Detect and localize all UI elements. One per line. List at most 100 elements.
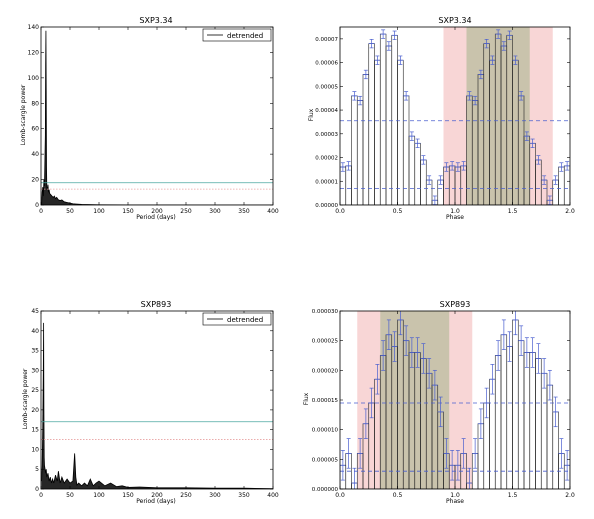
series-line-detrended xyxy=(41,30,273,205)
x-tick-label: 0.0 xyxy=(335,492,345,499)
x-tick-label: 250 xyxy=(180,492,192,499)
x-tick-label: 1.0 xyxy=(450,208,460,215)
plot-frame xyxy=(339,26,571,206)
panel-periodogram-1: SXP3.34 0 50 100 150 200 250 300 350 400 0 20 40 60 8… xyxy=(20,16,279,221)
x-axis-label: Phase xyxy=(446,214,464,221)
legend-box xyxy=(202,28,272,42)
y-tick-label: 0.00007 xyxy=(315,37,338,43)
y-tick-label: 0.000005 xyxy=(312,457,339,463)
x-tick-label: 100 xyxy=(93,208,105,215)
plot-frame xyxy=(40,26,274,206)
plot-frame xyxy=(40,310,274,490)
y-tick-label: 20 xyxy=(31,177,39,184)
y-tick-label: 15 xyxy=(31,427,39,434)
x-tick-label: 1.0 xyxy=(450,492,460,499)
y-tick-label: 0.000020 xyxy=(312,368,339,374)
y-tick-label: 120 xyxy=(28,49,40,56)
y-tick-label: 0.00006 xyxy=(315,61,338,67)
x-tick-label: 2.0 xyxy=(565,492,575,499)
plot-area xyxy=(41,311,273,489)
x-tick-label: 400 xyxy=(267,208,279,215)
y-tick-label: 0.00002 xyxy=(315,156,338,162)
y-tick-label: 10 xyxy=(31,446,39,453)
chart-title: SXP3.34 xyxy=(139,16,172,25)
chart-title: SXP893 xyxy=(440,300,471,309)
x-tick-label: 2.0 xyxy=(565,208,575,215)
y-tick-label: 0.000000 xyxy=(312,487,339,493)
x-tick-label: 200 xyxy=(151,492,163,499)
y-tick-label: 0.000015 xyxy=(312,398,339,404)
y-tick-label: 25 xyxy=(31,387,39,394)
y-tick-label: 0.00004 xyxy=(315,108,338,114)
x-tick-label: 150 xyxy=(122,208,134,215)
x-tick-label: 0.5 xyxy=(393,208,403,215)
chart-title: SXP3.34 xyxy=(438,16,471,25)
y-tick-label: 30 xyxy=(31,367,39,374)
x-tick-label: 150 xyxy=(122,492,134,499)
plot-background xyxy=(41,311,273,489)
y-tick-label: 0 xyxy=(35,486,39,493)
x-tick-label: 0 xyxy=(39,492,43,499)
plot-frame xyxy=(339,310,571,490)
y-tick-label: 40 xyxy=(31,151,39,158)
x-tick-label: 50 xyxy=(66,208,74,215)
y-tick-label: 100 xyxy=(28,75,40,82)
legend: detrended xyxy=(202,312,272,326)
y-tick-label: 45 xyxy=(31,308,39,315)
y-tick-label: 0.000030 xyxy=(312,309,339,315)
y-axis-label: Flux xyxy=(303,392,310,405)
axes-group: 0 50 100 150 200 250 300 350 400 0 20 40 60 80 100 120 1… xyxy=(28,24,279,215)
y-tick-label: 0.000010 xyxy=(312,428,339,434)
legend-label: detrended xyxy=(227,32,263,40)
x-axis-label: Phase xyxy=(446,498,464,505)
x-tick-label: 200 xyxy=(151,208,163,215)
y-tick-label: 140 xyxy=(28,24,40,31)
x-tick-label: 1.5 xyxy=(508,492,518,499)
x-tick-label: 300 xyxy=(209,208,221,215)
axes-group: 0.0 0.5 1.0 1.5 2.0 0.000000 0.000005 0.000010 0… xyxy=(312,309,575,499)
y-tick-label: 35 xyxy=(31,348,39,355)
y-axis-label: Lomb-scargle power xyxy=(20,84,27,145)
panel-phase-1: SXP3.34 0.0 0.5 1.0 1.5 2.00.000000.000010.0… xyxy=(308,16,575,221)
y-tick-label: 0.00003 xyxy=(315,132,338,138)
axes-group: 0.0 0.5 1.0 1.5 2.0 0.00000 0.00001 0.00002 0.00… xyxy=(315,26,575,215)
plot-area xyxy=(41,27,273,205)
x-tick-label: 0.0 xyxy=(335,208,345,215)
x-tick-label: 400 xyxy=(267,492,279,499)
y-tick-label: 5 xyxy=(35,466,39,473)
y-tick-label: 0 xyxy=(35,202,39,209)
y-tick-label: 0.00001 xyxy=(315,179,338,185)
phase-span-2 xyxy=(466,27,530,205)
axes-group: 0 50 100 150 200 250 300 350 400 0 5 10 15 20 25 30 35 40… xyxy=(31,308,279,499)
plot-area xyxy=(340,311,570,489)
y-tick-label: 0.00005 xyxy=(315,84,338,90)
legend-box xyxy=(202,312,272,326)
x-tick-label: 100 xyxy=(93,492,105,499)
plot-background xyxy=(41,27,273,205)
panel-periodogram-2: SXP893 0 50 100 150 200 250 300 350 400 0 5 10 15 20 2… xyxy=(22,300,279,505)
x-axis-label: Period (days) xyxy=(136,498,175,505)
x-tick-label: 350 xyxy=(238,208,250,215)
chart-title: SXP893 xyxy=(141,300,172,309)
x-tick-label: 50 xyxy=(66,492,74,499)
x-tick-label: 300 xyxy=(209,492,221,499)
series-line-detrended xyxy=(41,322,273,489)
y-tick-label: 60 xyxy=(31,126,39,133)
x-tick-label: 1.5 xyxy=(508,208,518,215)
legend: detrended xyxy=(202,28,272,42)
y-tick-label: 40 xyxy=(31,328,39,335)
y-tick-label: 20 xyxy=(31,407,39,414)
y-axis-label: Flux xyxy=(308,108,315,121)
y-tick-label: 80 xyxy=(31,100,39,107)
y-tick-label: 0.000025 xyxy=(312,339,339,345)
y-axis-label: Lomb-scargle power xyxy=(22,368,29,429)
x-tick-label: 250 xyxy=(180,208,192,215)
y-tick-label: 0.00000 xyxy=(315,203,338,209)
x-tick-label: 0 xyxy=(39,208,43,215)
legend-label: detrended xyxy=(227,316,263,324)
x-tick-label: 0.5 xyxy=(393,492,403,499)
x-tick-label: 350 xyxy=(238,492,250,499)
plot-area xyxy=(340,27,570,205)
panel-phase-2: SXP893 0.0 0.5 1.0 1.5 2.00.0000000.0000050.… xyxy=(303,300,575,505)
